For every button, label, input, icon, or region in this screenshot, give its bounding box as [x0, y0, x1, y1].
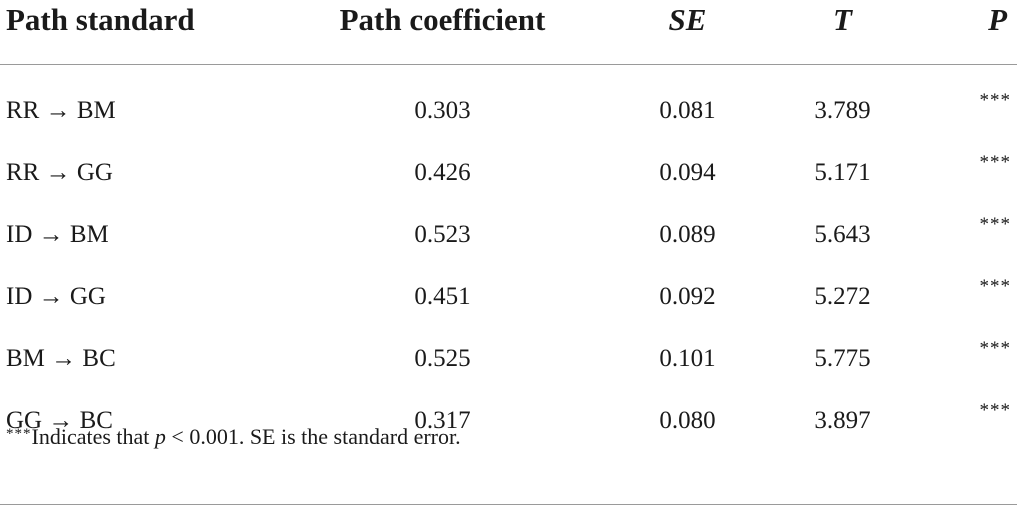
cell-path: GG → BC — [6, 407, 113, 434]
table-row: ID → BM 0.523 0.089 5.643 *** — [0, 204, 1017, 266]
cell-t: 5.775 — [814, 345, 871, 372]
footnote-p-symbol: p — [154, 424, 166, 449]
cell-se: 0.080 — [659, 407, 716, 434]
cell-t: 5.272 — [814, 283, 871, 310]
table-row: BM → BC 0.525 0.101 5.775 *** — [0, 328, 1017, 390]
footnote-text-before: Indicates that — [31, 424, 155, 449]
cell-path: RR → GG — [6, 159, 113, 186]
table-row: RR → BM 0.303 0.081 3.789 *** — [0, 80, 1017, 142]
cell-coefficient: 0.317 — [414, 407, 471, 434]
table-header: Path standard Path coefficient SE T P — [0, 0, 1017, 80]
cell-p: *** — [979, 90, 1011, 111]
cell-path: ID → BM — [6, 221, 109, 248]
cell-p: *** — [979, 400, 1011, 421]
cell-t: 5.643 — [814, 221, 871, 248]
table-row: ID → GG 0.451 0.092 5.272 *** — [0, 266, 1017, 328]
cell-coefficient: 0.303 — [414, 97, 471, 124]
cell-coefficient: 0.451 — [414, 283, 471, 310]
cell-se: 0.089 — [659, 221, 716, 248]
cell-se: 0.081 — [659, 97, 716, 124]
header-t: T — [833, 2, 852, 37]
header-row: Path standard Path coefficient SE T P — [0, 0, 1017, 42]
cell-p: *** — [979, 338, 1011, 359]
cell-path: RR → BM — [6, 97, 116, 124]
header-rule — [0, 42, 1017, 65]
bottom-rule — [0, 452, 1017, 505]
table-row: RR → GG 0.426 0.094 5.171 *** — [0, 142, 1017, 204]
cell-coefficient: 0.523 — [414, 221, 471, 248]
footnote-text-after: < 0.001. SE is the standard error. — [165, 424, 461, 449]
cell-p: *** — [979, 152, 1011, 173]
header-se: SE — [668, 2, 707, 37]
cell-coefficient: 0.525 — [414, 345, 471, 372]
header-path-standard: Path standard — [6, 2, 195, 37]
cell-path: ID → GG — [6, 283, 106, 310]
cell-coefficient: 0.426 — [414, 159, 471, 186]
cell-p: *** — [979, 276, 1011, 297]
cell-t: 3.789 — [814, 97, 871, 124]
table-row: GG → BC 0.317 0.080 3.897 *** — [0, 390, 1017, 452]
table-footnote: ***Indicates that p < 0.001. SE is the s… — [6, 424, 461, 450]
cell-t: 3.897 — [814, 407, 871, 434]
cell-path: BM → BC — [6, 345, 116, 372]
cell-p: *** — [979, 214, 1011, 235]
header-path-coefficient: Path coefficient — [339, 2, 546, 37]
cell-se: 0.101 — [659, 345, 716, 372]
cell-t: 5.171 — [814, 159, 871, 186]
header-p: P — [988, 2, 1007, 37]
spacer — [0, 65, 1017, 81]
footnote-stars: *** — [6, 426, 32, 442]
cell-se: 0.092 — [659, 283, 716, 310]
cell-se: 0.094 — [659, 159, 716, 186]
